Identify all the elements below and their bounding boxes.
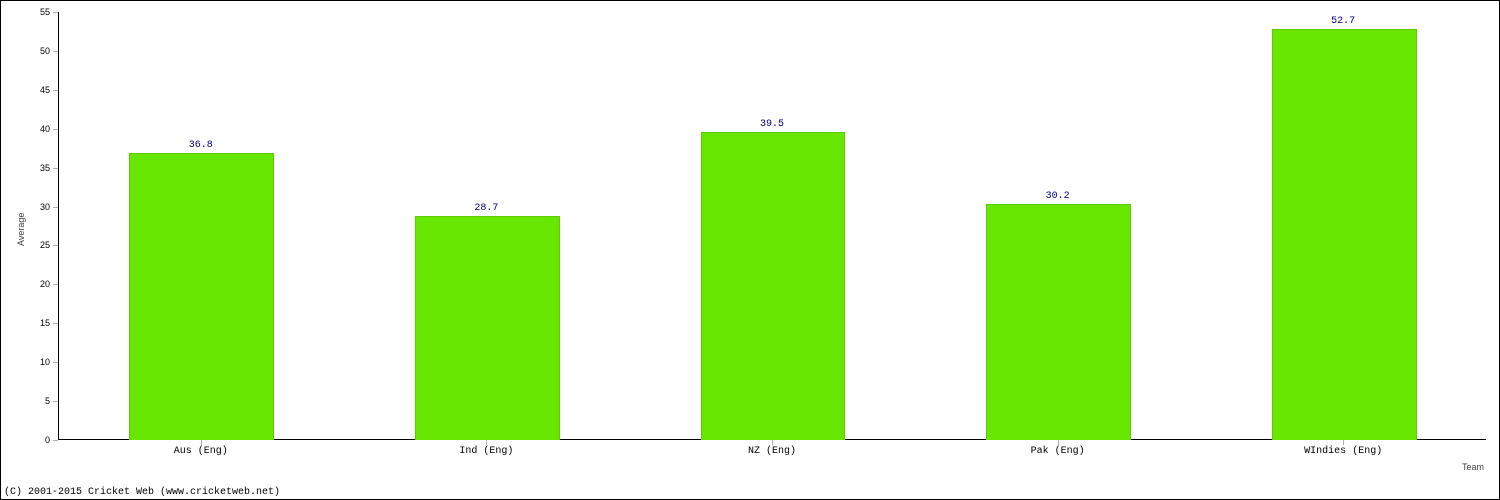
y-tick-label: 50 (0, 46, 50, 56)
x-tick-label: Aus (Eng) (174, 446, 228, 457)
y-tick-label: 55 (0, 7, 50, 17)
bar (986, 204, 1131, 440)
y-tick (53, 440, 58, 441)
x-tick (1343, 440, 1344, 445)
x-tick (772, 440, 773, 445)
bar-value-label: 28.7 (474, 203, 498, 214)
y-tick (53, 284, 58, 285)
y-tick-label: 40 (0, 124, 50, 134)
y-tick (53, 129, 58, 130)
copyright-text: (C) 2001-2015 Cricket Web (www.cricketwe… (4, 487, 280, 498)
y-tick (53, 90, 58, 91)
y-tick-label: 35 (0, 163, 50, 173)
x-tick (201, 440, 202, 445)
y-tick (53, 168, 58, 169)
y-axis-line (58, 12, 59, 440)
y-tick-label: 10 (0, 357, 50, 367)
y-tick (53, 207, 58, 208)
bar-value-label: 36.8 (189, 140, 213, 151)
y-tick (53, 12, 58, 13)
x-tick-label: Pak (Eng) (1031, 446, 1085, 457)
bar (701, 132, 846, 440)
bar-value-label: 52.7 (1331, 16, 1355, 27)
bar (415, 216, 560, 440)
bar (129, 153, 274, 440)
y-tick-label: 25 (0, 240, 50, 250)
x-tick (486, 440, 487, 445)
y-tick (53, 323, 58, 324)
x-axis-title: Team (1462, 462, 1484, 472)
y-tick (53, 245, 58, 246)
y-tick-label: 0 (0, 435, 50, 445)
y-tick-label: 15 (0, 318, 50, 328)
y-tick-label: 5 (0, 396, 50, 406)
y-tick-label: 45 (0, 85, 50, 95)
bar (1272, 29, 1417, 440)
x-tick-label: NZ (Eng) (748, 446, 796, 457)
bar-value-label: 30.2 (1046, 191, 1070, 202)
x-tick (1058, 440, 1059, 445)
y-tick (53, 401, 58, 402)
x-tick-label: WIndies (Eng) (1304, 446, 1382, 457)
y-tick (53, 51, 58, 52)
y-tick-label: 30 (0, 202, 50, 212)
chart-plot-area: Aus (Eng)36.8Ind (Eng)28.7NZ (Eng)39.5Pa… (58, 12, 1486, 440)
y-tick (53, 362, 58, 363)
bar-value-label: 39.5 (760, 119, 784, 130)
x-tick-label: Ind (Eng) (459, 446, 513, 457)
y-tick-label: 20 (0, 279, 50, 289)
